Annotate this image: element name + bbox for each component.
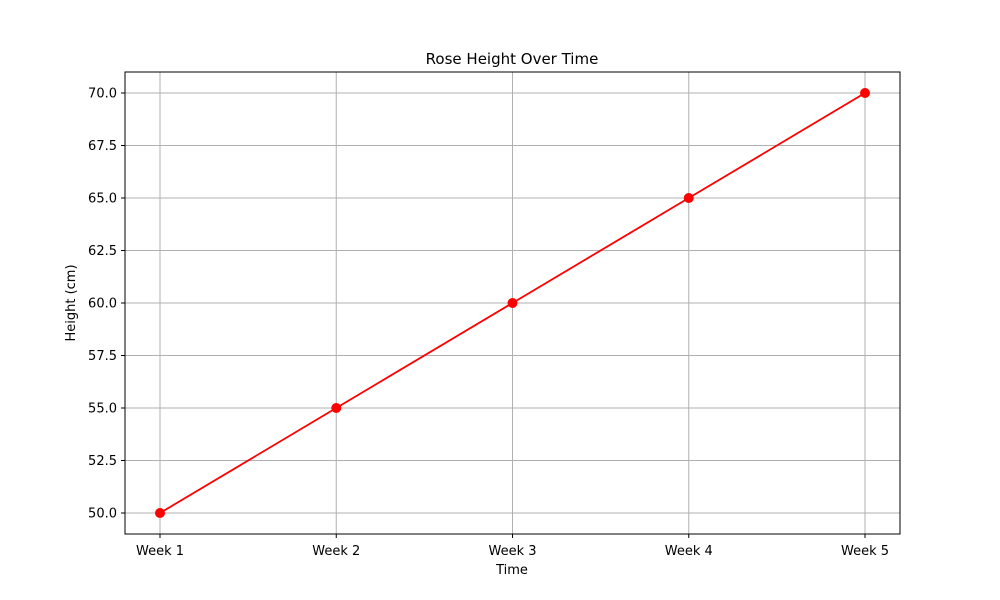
x-tick-label: Week 4 — [665, 544, 713, 559]
y-tick-label: 52.5 — [88, 454, 117, 469]
data-point — [507, 298, 518, 308]
axis-ticks: Week 1 Week 2 Week 3 Week 4 Week 5 50.0 52.5 55… — [88, 87, 889, 560]
y-tick-label: 70.0 — [88, 87, 117, 102]
y-tick-label: 65.0 — [88, 192, 117, 207]
data-point — [155, 508, 165, 518]
y-tick-label: 55.0 — [88, 402, 117, 417]
x-tick-label: Week 2 — [312, 544, 360, 559]
y-tick-label: 62.5 — [88, 244, 117, 259]
data-point — [860, 88, 870, 98]
data-point — [683, 193, 694, 203]
y-axis-label: Height (cm) — [64, 264, 79, 341]
y-tick-label: 50.0 — [88, 507, 117, 522]
series-layer — [155, 88, 870, 518]
chart-title: Rose Height Over Time — [426, 50, 599, 68]
x-axis-label: Time — [495, 563, 528, 578]
x-tick-label: Week 5 — [841, 544, 889, 559]
grid-lines — [125, 72, 900, 534]
x-tick-label: Week 3 — [488, 544, 536, 559]
y-tick-label: 57.5 — [88, 349, 117, 364]
x-tick-label: Week 1 — [136, 544, 184, 559]
y-tick-label: 67.5 — [88, 139, 117, 154]
y-tick-label: 60.0 — [88, 297, 117, 312]
data-point — [331, 403, 342, 413]
